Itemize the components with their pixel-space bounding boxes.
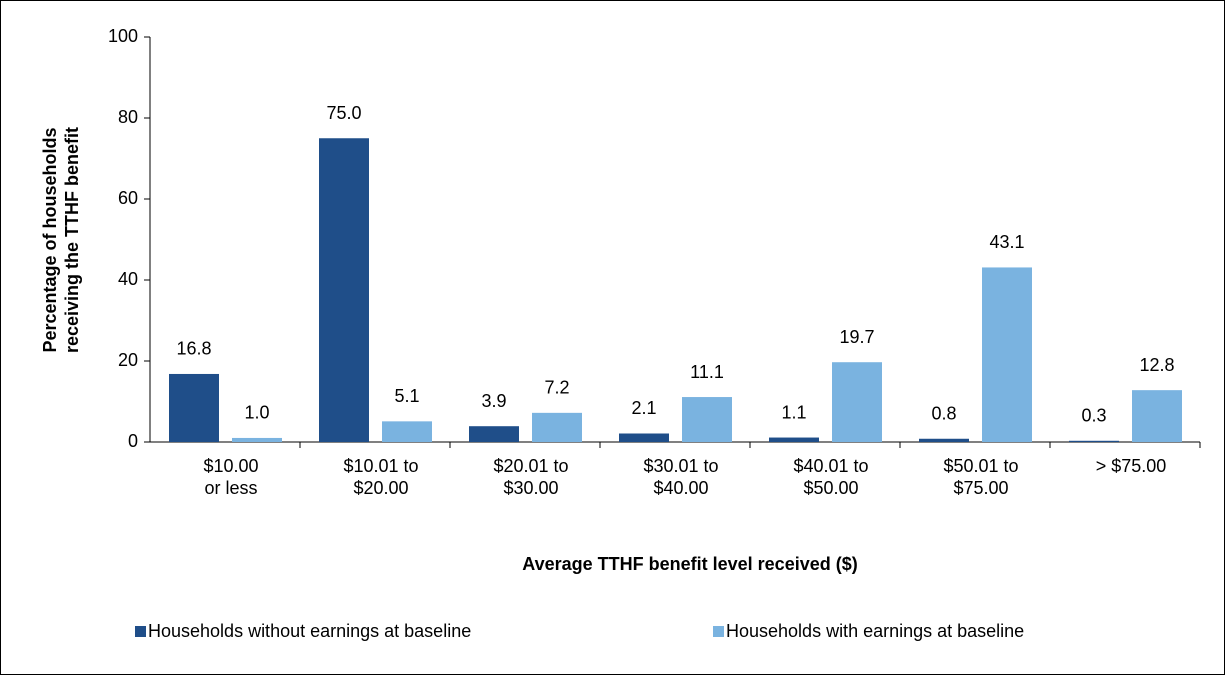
bar xyxy=(319,138,369,442)
value-label: 1.0 xyxy=(244,403,269,423)
x-tick-label: $40.01 to $50.00 xyxy=(793,456,868,498)
x-tick-label: $30.01 to $40.00 xyxy=(643,456,718,498)
value-label: 0.8 xyxy=(931,404,956,424)
x-tick-label: $10.00 or less xyxy=(203,456,258,498)
bar xyxy=(232,437,282,442)
x-axis-title: Average TTHF benefit level received ($) xyxy=(522,554,857,574)
bar xyxy=(1132,390,1182,442)
bar xyxy=(682,397,732,442)
bar xyxy=(532,412,582,442)
y-tick-label: 0 xyxy=(128,431,138,451)
legend-label: Households with earnings at baseline xyxy=(726,621,1024,641)
bar xyxy=(469,426,519,442)
legend-swatch xyxy=(713,626,724,637)
x-tick-label: $20.01 to $30.00 xyxy=(493,456,568,498)
bar xyxy=(619,433,669,442)
x-tick-label: $10.01 to $20.00 xyxy=(343,456,418,498)
value-label: 43.1 xyxy=(989,232,1024,252)
value-label: 2.1 xyxy=(631,398,656,418)
bar xyxy=(919,438,969,442)
x-tick-label: $50.01 to $75.00 xyxy=(943,456,1018,498)
y-tick-label: 80 xyxy=(118,107,138,127)
bar xyxy=(382,421,432,442)
value-label: 16.8 xyxy=(176,339,211,359)
legend-label: Households without earnings at baseline xyxy=(148,621,471,641)
value-label: 19.7 xyxy=(839,327,874,347)
bar xyxy=(982,267,1032,442)
value-label: 12.8 xyxy=(1139,355,1174,375)
value-label: 11.1 xyxy=(690,362,724,382)
value-label: 1.1 xyxy=(781,402,806,422)
value-label: 5.1 xyxy=(394,386,419,406)
value-label: 7.2 xyxy=(544,378,569,398)
bar xyxy=(1069,440,1119,442)
value-label: 75.0 xyxy=(326,103,361,123)
y-axis-title: Percentage of households receiving the TT… xyxy=(40,127,82,353)
bar xyxy=(769,437,819,442)
y-tick-label: 40 xyxy=(118,269,138,289)
y-tick-label: 60 xyxy=(118,188,138,208)
legend-swatch xyxy=(135,626,146,637)
value-label: 0.3 xyxy=(1081,406,1106,426)
y-tick-label: 100 xyxy=(108,26,138,46)
y-tick-label: 20 xyxy=(118,350,138,370)
bar xyxy=(832,362,882,442)
x-tick-label: > $75.00 xyxy=(1096,456,1167,476)
value-label: 3.9 xyxy=(481,391,506,411)
bar xyxy=(169,373,219,442)
